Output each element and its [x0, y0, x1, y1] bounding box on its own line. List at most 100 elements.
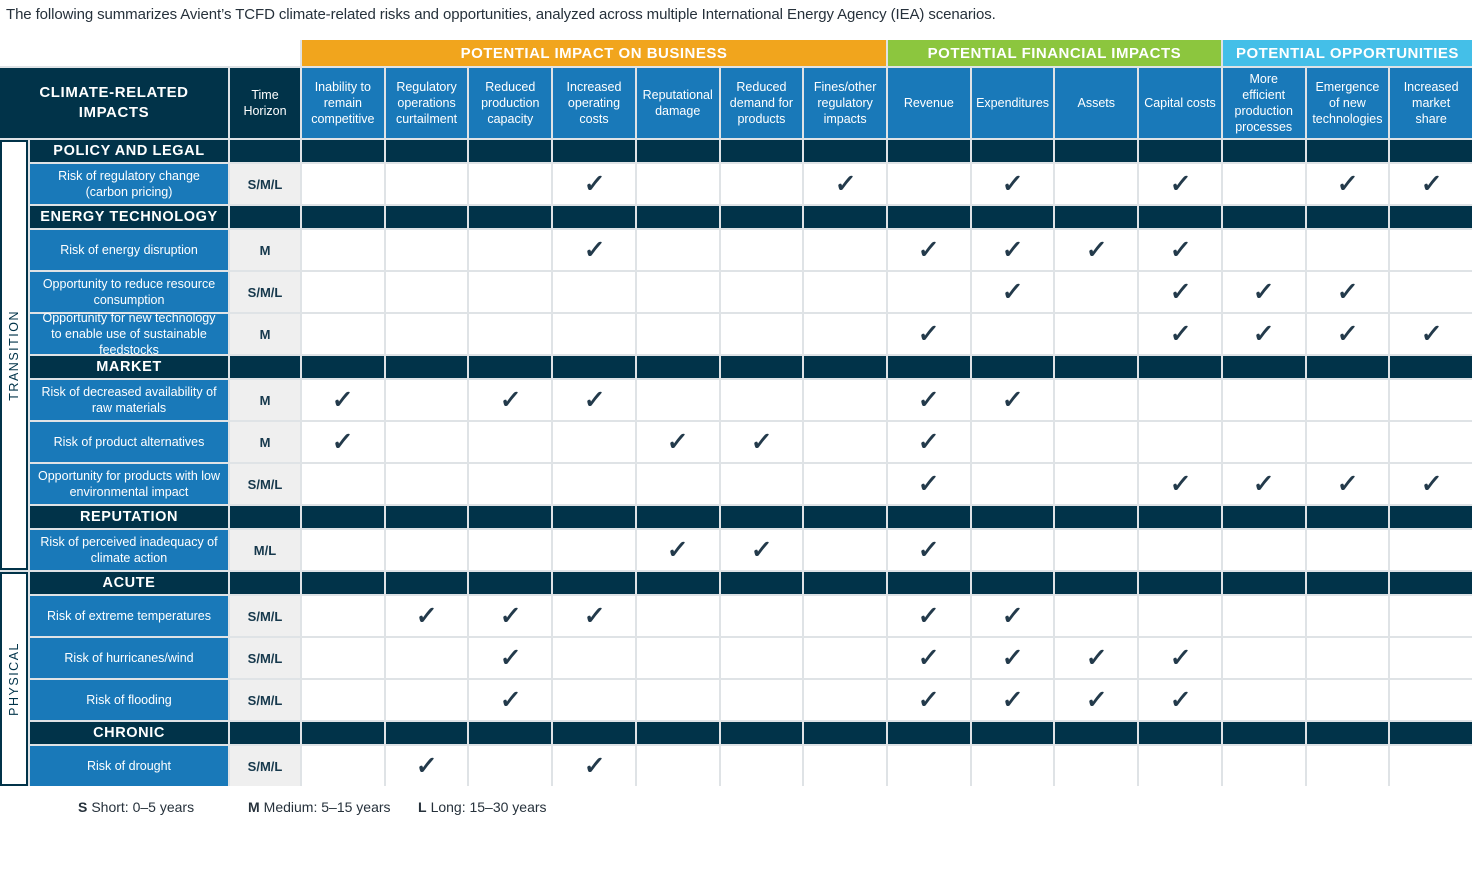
matrix-cell: ✓: [1139, 230, 1221, 270]
matrix-cell: [720, 746, 803, 786]
matrix-cell: ✓: [971, 680, 1054, 720]
matrix-cell: ✓: [888, 464, 970, 504]
section-fill: [1390, 722, 1472, 744]
matrix-cell: [636, 272, 719, 312]
legend-key: M: [248, 799, 260, 815]
row-label-risk-of-regulatory-change-carbon-pricing: Risk of regulatory change (carbon pricin…: [30, 164, 228, 204]
matrix-cell: [1306, 638, 1389, 678]
matrix-cell: ✓: [1390, 164, 1472, 204]
section-fill: [469, 356, 552, 378]
matrix-cell: [1390, 230, 1472, 270]
matrix-cell: ✓: [720, 530, 803, 570]
check-icon: ✓: [917, 685, 941, 714]
section-fill: [636, 206, 719, 228]
matrix-cell: [720, 230, 803, 270]
matrix-cell: ✓: [1222, 272, 1305, 312]
check-icon: ✓: [415, 751, 439, 780]
check-icon: ✓: [1001, 385, 1025, 414]
intro-text: The following summarizes Avient’s TCFD c…: [6, 6, 996, 23]
legend-key: L: [418, 799, 427, 815]
matrix-cell: [1222, 380, 1305, 420]
check-icon: ✓: [917, 469, 941, 498]
section-fill: [1306, 356, 1389, 378]
check-icon: ✓: [917, 385, 941, 414]
section-fill: [1139, 140, 1221, 162]
matrix-cell: [1055, 422, 1138, 462]
matrix-cell: [1390, 638, 1472, 678]
matrix-cell: [469, 746, 552, 786]
matrix-cell: [1139, 422, 1221, 462]
matrix-cell: [971, 314, 1054, 354]
section-fill: [385, 506, 468, 528]
section-fill: [230, 356, 300, 378]
check-icon: ✓: [917, 643, 941, 672]
matrix-cell: ✓: [1139, 464, 1221, 504]
matrix-cell: [1306, 530, 1389, 570]
section-fill: [553, 572, 635, 594]
section-fill: [1139, 206, 1221, 228]
section-fill: [302, 356, 384, 378]
check-icon: ✓: [1252, 319, 1276, 348]
check-icon: ✓: [1001, 643, 1025, 672]
matrix-cell: [804, 314, 886, 354]
check-icon: ✓: [1168, 643, 1192, 672]
section-fill: [385, 140, 468, 162]
check-icon: ✓: [1001, 169, 1025, 198]
section-fill: [553, 140, 635, 162]
matrix-cell: [302, 272, 384, 312]
section-fill: [636, 506, 719, 528]
section-fill: [636, 356, 719, 378]
matrix-cell: ✓: [1055, 638, 1138, 678]
matrix-cell: [804, 422, 886, 462]
time-horizon-cell: S/M/L: [230, 680, 300, 720]
matrix-cell: ✓: [888, 638, 970, 678]
matrix-cell: [1139, 596, 1221, 636]
column-header-reputational-damage: Reputational damage: [636, 68, 719, 138]
matrix-cell: [720, 464, 803, 504]
matrix-cell: [1139, 746, 1221, 786]
section-fill: [1222, 506, 1305, 528]
check-icon: ✓: [1001, 601, 1025, 630]
section-fill: [720, 140, 803, 162]
check-icon: ✓: [582, 235, 606, 264]
matrix-cell: [469, 272, 552, 312]
matrix-cell: [1055, 380, 1138, 420]
row-label-risk-of-extreme-temperatures: Risk of extreme temperatures: [30, 596, 228, 636]
check-icon: ✓: [582, 751, 606, 780]
column-header-reduced-production-capacity: Reduced production capacity: [469, 68, 552, 138]
matrix-cell: [1055, 272, 1138, 312]
section-header-acute: ACUTE: [30, 572, 228, 594]
matrix-cell: ✓: [888, 380, 970, 420]
section-fill: [1222, 356, 1305, 378]
matrix-cell: [385, 680, 468, 720]
matrix-cell: [553, 464, 635, 504]
matrix-cell: ✓: [1055, 230, 1138, 270]
section-fill: [1306, 206, 1389, 228]
matrix-cell: [720, 380, 803, 420]
section-fill: [1222, 572, 1305, 594]
section-fill: [888, 722, 970, 744]
section-fill: [1055, 206, 1138, 228]
matrix-cell: ✓: [553, 596, 635, 636]
section-fill: [230, 206, 300, 228]
column-header-time-horizon: Time Horizon: [230, 68, 300, 138]
matrix-cell: [1222, 230, 1305, 270]
matrix-cell: ✓: [636, 422, 719, 462]
matrix-cell: ✓: [971, 596, 1054, 636]
matrix-cell: [1139, 530, 1221, 570]
matrix-cell: ✓: [1055, 680, 1138, 720]
matrix-cell: [1390, 272, 1472, 312]
matrix-cell: ✓: [636, 530, 719, 570]
matrix-cell: ✓: [888, 314, 970, 354]
check-icon: ✓: [1419, 169, 1443, 198]
section-fill: [469, 572, 552, 594]
matrix-cell: [636, 230, 719, 270]
matrix-cell: [971, 464, 1054, 504]
category-bracket-physical: PHYSICAL: [0, 572, 28, 786]
section-fill: [469, 206, 552, 228]
matrix-cell: [553, 314, 635, 354]
section-fill: [888, 140, 970, 162]
matrix-cell: [469, 422, 552, 462]
matrix-cell: [1055, 530, 1138, 570]
matrix-cell: [553, 422, 635, 462]
